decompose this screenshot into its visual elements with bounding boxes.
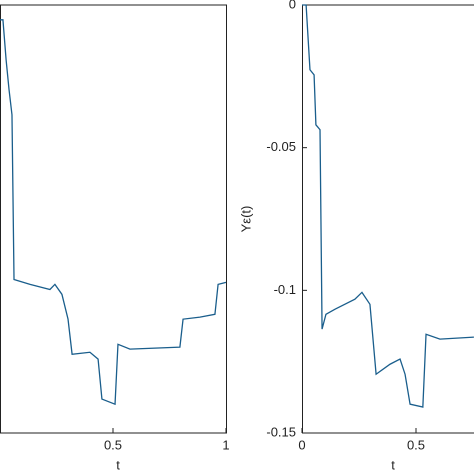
y-tick-label: -0.15 bbox=[266, 424, 296, 439]
plot-frame bbox=[0, 4, 227, 434]
y-tick-label: -0.1 bbox=[274, 282, 296, 297]
y-axis-label: Yε(t) bbox=[238, 206, 253, 233]
y-tick-label: 0 bbox=[289, 0, 296, 11]
x-axis-label: t bbox=[116, 457, 120, 472]
data-line bbox=[0, 19, 227, 406]
x-tick-label: 0.5 bbox=[104, 437, 122, 452]
plot-frame bbox=[302, 4, 474, 434]
x-tick-label: 1 bbox=[222, 437, 229, 452]
x-tick-label: 0 bbox=[298, 437, 305, 452]
y-tick-label: -0.05 bbox=[266, 139, 296, 154]
data-line bbox=[302, 4, 474, 408]
x-tick-label: 0.5 bbox=[407, 437, 425, 452]
x-axis-label: t bbox=[391, 457, 395, 472]
